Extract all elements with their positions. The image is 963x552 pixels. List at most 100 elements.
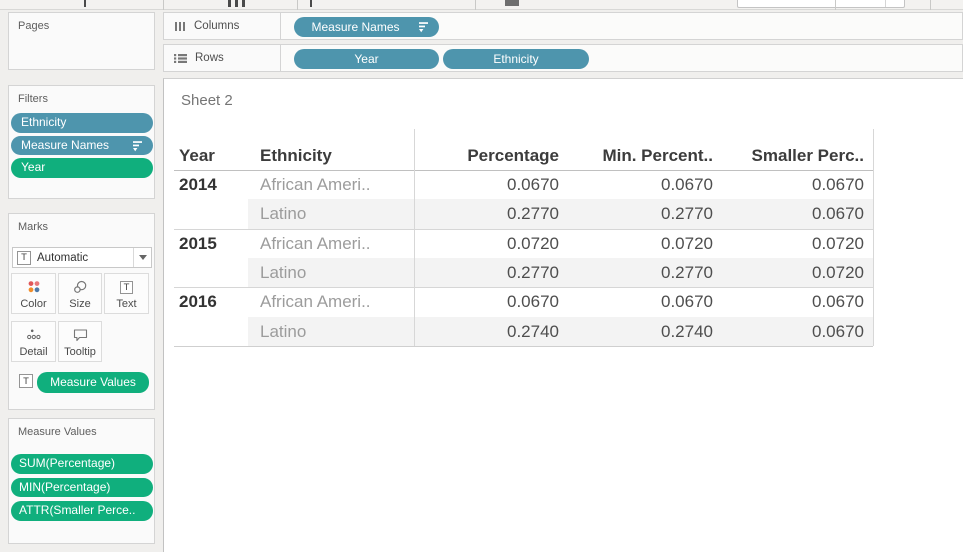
column-header-year[interactable]: Year [179, 146, 215, 165]
value-cell[interactable]: 0.0670 [507, 175, 559, 194]
year-cell[interactable]: 2014 [179, 175, 217, 194]
value-cell[interactable]: 0.0720 [812, 263, 864, 282]
ethnicity-cell[interactable]: Latino [260, 321, 307, 341]
column-header-ethnicity[interactable]: Ethnicity [260, 146, 332, 165]
year-cell[interactable] [179, 258, 249, 287]
value-cell[interactable]: 0.0670 [812, 175, 864, 194]
pill-measure-values-marks[interactable]: Measure Values [37, 372, 149, 393]
year-cell[interactable]: 2016 [179, 292, 217, 312]
sort-icon[interactable] [132, 140, 144, 152]
color-button-label: Color [20, 298, 47, 310]
value-cell[interactable]: 0.0670 [812, 321, 864, 341]
size-icon [59, 280, 101, 295]
measure-values-card: Measure Values SUM(Percentage) MIN(Perce… [8, 418, 155, 544]
ethnicity-cell[interactable]: Latino [260, 204, 307, 224]
columns-shelf-label: Columns [163, 12, 281, 40]
text-button[interactable]: Text [104, 273, 149, 314]
pill-sum-percentage[interactable]: SUM(Percentage) [11, 454, 153, 474]
pill-label: MIN(Percentage) [19, 479, 111, 494]
value-cell[interactable]: 0.0720 [507, 233, 559, 253]
text-mark-icon [17, 250, 31, 265]
year-cell[interactable] [179, 199, 249, 228]
size-button[interactable]: Size [58, 273, 102, 314]
color-button[interactable]: Color [11, 273, 56, 314]
marks-card-title: Marks [18, 221, 48, 233]
toolbar-icon-fragment [235, 0, 238, 7]
header-underline [174, 170, 873, 171]
group-divider [174, 228, 873, 230]
dropdown-caret[interactable] [133, 248, 151, 267]
toolbar-separator [475, 0, 476, 10]
pill-measure-names-columns[interactable]: Measure Names [294, 16, 439, 37]
year-cell[interactable]: 2015 [179, 233, 217, 253]
pill-ethnicity-rows[interactable]: Ethnicity [443, 48, 589, 69]
toolbar-icon-fragment [505, 0, 519, 6]
value-cell[interactable]: 0.0720 [812, 233, 864, 253]
toolbar-icon-fragment [228, 0, 231, 7]
pill-year-rows[interactable]: Year [294, 48, 439, 69]
table-row: 2014 African Ameri.. 0.0670 0.0670 0.067… [164, 170, 876, 199]
pill-label: Ethnicity [493, 51, 539, 66]
rows-shelf[interactable]: Year Ethnicity [280, 44, 963, 72]
pages-card-title: Pages [18, 20, 50, 32]
detail-button[interactable]: Detail [11, 321, 56, 362]
tooltip-button[interactable]: Tooltip [58, 321, 102, 362]
toolbar-separator [930, 0, 931, 10]
ethnicity-cell[interactable]: African Ameri.. [260, 292, 371, 312]
column-header-min-percentage[interactable]: Min. Percent.. [602, 146, 713, 165]
value-cell[interactable]: 0.0720 [661, 233, 713, 253]
mark-type-dropdown[interactable]: Automatic [12, 247, 152, 268]
tooltip-button-label: Tooltip [64, 346, 96, 358]
column-header-smaller-percentage[interactable]: Smaller Perc.. [751, 146, 864, 165]
pill-ethnicity-filter[interactable]: Ethnicity [11, 113, 153, 133]
toolbar-icon-fragment [310, 0, 312, 7]
table-right-border [873, 129, 874, 346]
pill-label: Measure Values [50, 375, 136, 389]
value-cell[interactable]: 0.0670 [507, 292, 559, 312]
color-icon [12, 280, 55, 295]
value-cell[interactable]: 0.2740 [661, 321, 713, 341]
value-cell[interactable]: 0.2770 [661, 204, 713, 224]
ethnicity-cell[interactable]: Latino [260, 263, 307, 282]
value-cell[interactable]: 0.2770 [507, 204, 559, 224]
table-row: Latino 0.2740 0.2740 0.0670 [164, 316, 876, 346]
size-button-label: Size [69, 298, 91, 310]
value-cell[interactable]: 0.2740 [507, 321, 559, 341]
columns-icon [175, 21, 185, 31]
group-divider [174, 287, 873, 289]
value-cell[interactable]: 0.0670 [812, 204, 864, 224]
pages-card: Pages [8, 12, 155, 70]
text-icon [105, 281, 148, 294]
toolbar-icon-fragment [242, 0, 245, 7]
pill-label: Ethnicity [21, 115, 67, 129]
pill-label: Measure Names [311, 19, 400, 34]
value-cell[interactable]: 0.0670 [661, 175, 713, 194]
table-row: 2016 African Ameri.. 0.0670 0.0670 0.067… [164, 287, 876, 316]
year-cell[interactable] [179, 317, 249, 346]
row-banding [248, 258, 873, 288]
text-button-label: Text [116, 298, 137, 310]
columns-shelf[interactable]: Measure Names [280, 12, 963, 40]
sort-icon[interactable] [418, 21, 430, 33]
pill-measure-names-filter[interactable]: Measure Names [11, 135, 153, 155]
ethnicity-cell[interactable]: African Ameri.. [260, 233, 371, 253]
value-cell[interactable]: 0.2770 [507, 263, 559, 282]
pill-label: SUM(Percentage) [19, 456, 116, 470]
ethnicity-cell[interactable]: African Ameri.. [260, 175, 371, 194]
column-header-percentage[interactable]: Percentage [467, 146, 559, 165]
value-cell[interactable]: 0.0670 [812, 292, 864, 312]
value-cell[interactable]: 0.0670 [661, 292, 713, 312]
text-encoding-icon [19, 374, 33, 388]
pill-min-percentage[interactable]: MIN(Percentage) [11, 477, 153, 497]
row-banding [248, 316, 873, 346]
rows-shelf-label: Rows [163, 44, 281, 72]
value-cell[interactable]: 0.2770 [661, 263, 713, 282]
pill-attr-smaller-percentage[interactable]: ATTR(Smaller Perce.. [11, 501, 153, 521]
filters-card-title: Filters [18, 93, 48, 105]
toolbar-separator [163, 0, 164, 10]
mark-type-value: Automatic [37, 251, 89, 264]
pill-year-filter[interactable]: Year [11, 158, 153, 178]
detail-icon [12, 328, 55, 343]
tooltip-icon [59, 328, 101, 343]
